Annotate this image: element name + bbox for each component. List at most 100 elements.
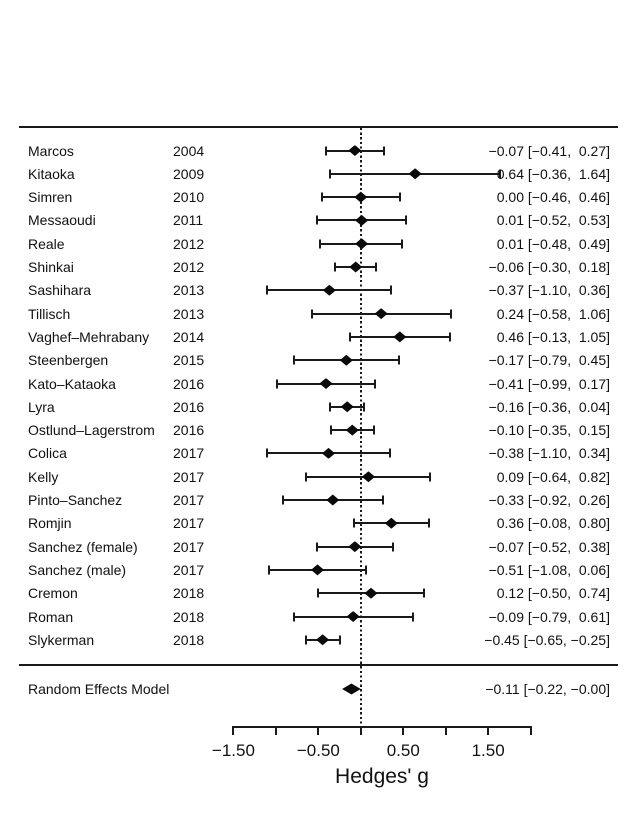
ci-cap-right: [375, 262, 378, 272]
effect-diamond: [348, 145, 362, 156]
study-name-label: Shinkai: [28, 259, 74, 275]
ci-cap-left: [305, 472, 308, 482]
ci-cap-right: [449, 309, 452, 319]
summary-label: Random Effects Model: [28, 681, 170, 697]
effect-diamond: [346, 611, 360, 622]
ci-cap-right: [381, 495, 384, 505]
ci-cap-left: [266, 448, 269, 458]
ci-cap-right: [382, 146, 385, 155]
study-name-label: Kelly: [28, 468, 59, 485]
study-year-label: 2016: [173, 398, 205, 415]
ci-cap-left: [317, 588, 320, 598]
study-name-label: Steenbergen: [28, 352, 109, 369]
effect-estimate-label: −0.45 [−0.65, −0.25]: [484, 631, 610, 648]
ci-cap-right: [364, 565, 367, 575]
top-rule: [19, 126, 618, 128]
ci-cap-left: [266, 285, 269, 295]
x-axis-tick-label: 1.50: [471, 741, 505, 760]
study-name-label: Marcos: [28, 142, 74, 159]
study-name-label: Ostlund–Lagerstrom: [28, 422, 155, 439]
study-year-label: 2004: [173, 142, 205, 159]
ci-cap-left: [281, 495, 284, 505]
x-axis-tick: [359, 726, 362, 735]
effect-estimate-label: −0.33 [−0.92, 0.26]: [488, 492, 610, 508]
study-year-label: 2012: [173, 259, 205, 275]
effect-estimate-label: 0.01 [−0.52, 0.53]: [496, 212, 610, 229]
x-axis-line: [233, 726, 531, 728]
ci-cap-left: [315, 215, 318, 225]
x-axis-tick: [317, 726, 320, 735]
study-year-label: 2016: [173, 422, 205, 439]
study-name-label: Pinto–Sanchez: [28, 492, 123, 508]
study-name-label: Colica: [28, 445, 67, 462]
ci-cap-left: [353, 518, 355, 528]
ci-cap-left: [324, 146, 327, 155]
x-axis-title: Hedges' g: [335, 765, 429, 788]
x-axis-tick: [529, 726, 532, 735]
ci-cap-right: [388, 448, 391, 458]
effect-estimate-label: −0.07 [−0.52, 0.38]: [488, 538, 610, 555]
effect-estimate-label: −0.16 [−0.36, 0.04]: [488, 398, 610, 415]
ci-cap-right: [392, 542, 395, 552]
study-year-label: 2015: [173, 352, 205, 369]
effect-estimate-label: 0.36 [−0.08, 0.80]: [496, 515, 610, 532]
ci-cap-left: [268, 565, 271, 575]
ci-cap-right: [398, 192, 401, 202]
effect-estimate-label: −0.06 [−0.30, 0.18]: [488, 259, 610, 275]
study-year-label: 2011: [173, 212, 204, 229]
study-name-label: Romjin: [28, 515, 72, 532]
ci-cap-left: [348, 332, 351, 342]
ci-cap-right: [390, 285, 393, 295]
ci-cap-right: [448, 332, 451, 342]
study-year-label: 2018: [173, 585, 205, 602]
effect-diamond: [322, 447, 336, 459]
effect-estimate-label: 0.00 [−0.46, 0.46]: [496, 189, 610, 206]
study-name-label: Slykerman: [28, 631, 95, 648]
ci-cap-right: [404, 215, 407, 225]
effect-diamond: [384, 517, 398, 529]
effect-estimate-label: 0.01 [−0.48, 0.49]: [496, 235, 610, 252]
ci-cap-left: [304, 635, 307, 645]
ci-cap-left: [292, 355, 295, 365]
effect-estimate-label: 0.12 [−0.50, 0.74]: [496, 585, 610, 602]
effect-diamond: [345, 424, 359, 436]
study-name-label: Kato–Kataoka: [28, 375, 116, 392]
effect-estimate-label: 0.09 [−0.64, 0.82]: [496, 468, 610, 485]
study-name-label: Vaghef–Mehrabany: [28, 328, 150, 345]
ci-cap-left: [310, 309, 313, 319]
effect-diamond: [354, 191, 368, 203]
study-year-label: 2012: [173, 235, 205, 252]
ci-cap-right: [372, 425, 375, 435]
summary-estimate-label: −0.11 [−0.22, −0.00]: [485, 681, 610, 697]
effect-diamond: [408, 168, 422, 180]
ci-cap-left: [292, 612, 295, 621]
summary-diamond: [342, 683, 361, 695]
study-year-label: 2017: [173, 515, 205, 532]
study-year-label: 2018: [173, 608, 205, 625]
x-axis-tick: [444, 726, 447, 735]
effect-estimate-label: −0.37 [−1.10, 0.36]: [488, 282, 610, 299]
study-name-label: Roman: [28, 608, 74, 625]
ci-cap-left: [329, 402, 332, 412]
effect-diamond: [349, 261, 363, 273]
ci-cap-right: [398, 355, 400, 365]
effect-estimate-label: −0.07 [−0.41, 0.27]: [488, 142, 610, 159]
study-name-label: Simren: [28, 189, 73, 206]
study-year-label: 2013: [173, 282, 205, 299]
x-axis-tick: [487, 726, 490, 735]
ci-cap-right: [338, 635, 341, 645]
effect-diamond: [311, 564, 324, 576]
ci-cap-right: [363, 402, 366, 412]
study-name-label: Lyra: [28, 398, 55, 415]
effect-estimate-label: −0.09 [−0.79, 0.61]: [488, 608, 610, 625]
study-year-label: 2010: [173, 189, 205, 206]
ci-cap-left: [329, 169, 332, 179]
separator-rule: [19, 664, 618, 666]
ci-cap-right: [411, 612, 414, 621]
effect-diamond: [326, 494, 340, 506]
study-name-label: Messaoudi: [28, 212, 96, 229]
study-name-label: Sanchez (male): [28, 561, 127, 578]
effect-diamond: [393, 331, 407, 343]
effect-diamond: [316, 634, 330, 646]
